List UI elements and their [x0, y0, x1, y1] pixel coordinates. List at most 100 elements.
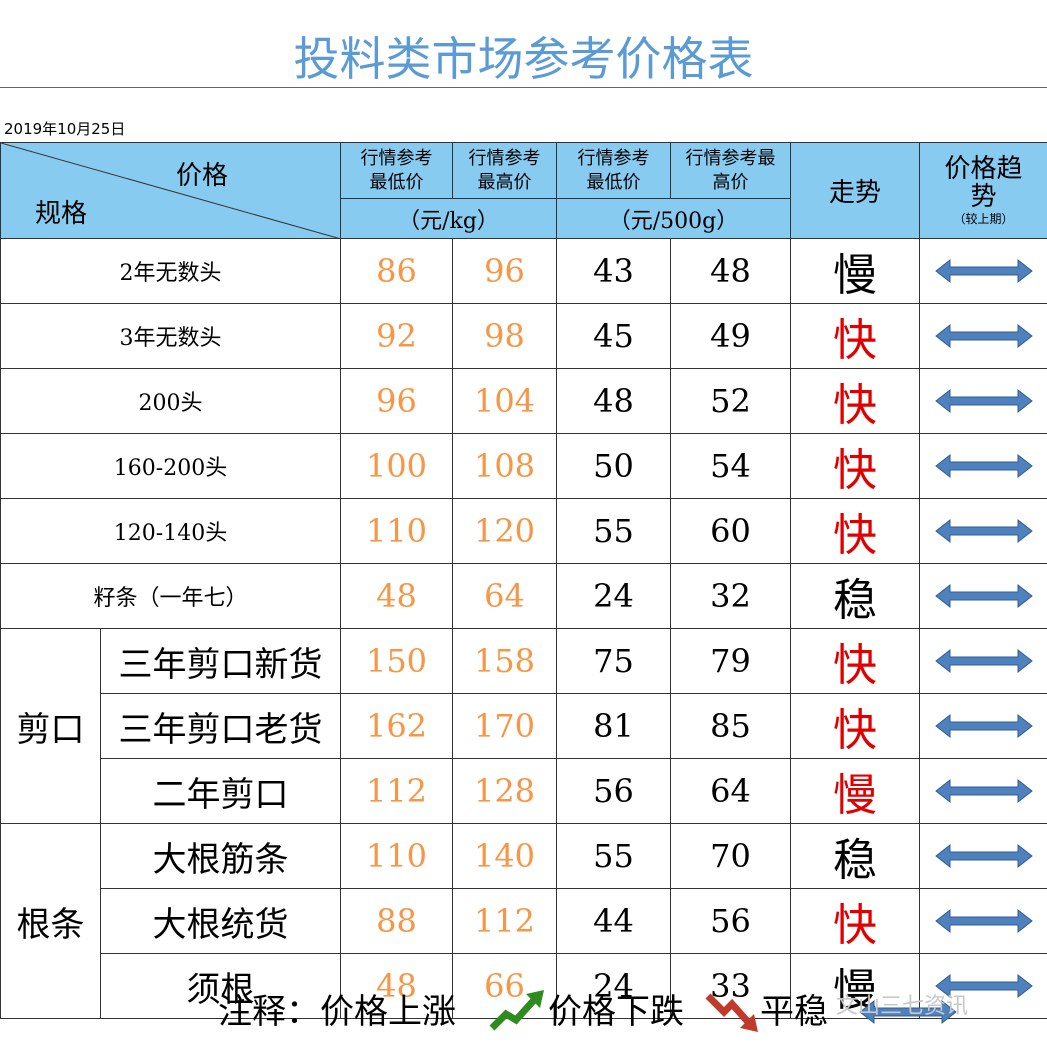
cell-low-kg: 88 — [340, 888, 453, 954]
cell-low-kg: 96 — [340, 368, 453, 434]
legend-flat-label: 平稳 — [760, 992, 828, 1032]
green-up-arrow-icon — [489, 990, 544, 1031]
cell-high-kg: 98 — [452, 303, 557, 369]
cell-high-kg: 128 — [452, 758, 557, 824]
cell-high-kg: 96 — [452, 238, 557, 304]
table-row: 120-140头 110 120 55 60 快 — [0, 498, 1047, 564]
page-title: 投料类市场参考价格表 — [293, 32, 754, 86]
double-arrow-icon — [934, 583, 1033, 609]
cell-trend: 快 — [790, 628, 920, 694]
cell-trend: 稳 — [790, 563, 920, 629]
table-row: 大根统货 88 112 44 56 快 — [1, 888, 1047, 954]
cell-low-500g: 81 — [556, 693, 671, 759]
cell-high-kg: 170 — [452, 693, 557, 759]
legend-down-label: 价格下跌 — [548, 992, 684, 1032]
cell-trend: 快 — [790, 303, 920, 369]
table-row: 2年无数头 86 96 43 48 慢 — [0, 238, 1047, 304]
cell-trend: 快 — [790, 693, 920, 759]
cell-low-kg: 112 — [340, 758, 453, 824]
cell-low-kg: 150 — [340, 628, 453, 694]
cell-price-trend — [919, 498, 1047, 564]
header-ref-high-500g: 行情参考最 高价 — [670, 142, 791, 199]
cell-low-500g: 50 — [556, 433, 671, 499]
cell-low-kg: 86 — [340, 238, 453, 304]
cell-price-trend — [919, 303, 1047, 369]
cell-high-500g: 52 — [670, 368, 791, 434]
cell-high-500g: 85 — [670, 693, 791, 759]
cell-spec: 120-140头 — [0, 498, 341, 564]
cell-high-kg: 158 — [452, 628, 557, 694]
cell-high-500g: 70 — [670, 823, 791, 889]
legend-up-label: 注释：价格上涨 — [218, 992, 456, 1032]
header-unit-kg: （元/kg） — [340, 198, 557, 239]
cell-low-500g: 55 — [556, 823, 671, 889]
cell-high-500g: 48 — [670, 238, 791, 304]
legend: 注释：价格上涨 价格下跌 平稳 — [0, 984, 1047, 1040]
cell-high-500g: 49 — [670, 303, 791, 369]
table-row: 3年无数头 92 98 45 49 快 — [0, 303, 1047, 369]
header-diagonal-line — [1, 143, 338, 238]
cell-high-kg: 112 — [452, 888, 557, 954]
cell-low-kg: 48 — [340, 563, 453, 629]
cell-high-kg: 120 — [452, 498, 557, 564]
cell-low-500g: 45 — [556, 303, 671, 369]
cell-low-500g: 44 — [556, 888, 671, 954]
header-corner-cell: 价格 规格 — [0, 142, 341, 239]
header-spec-label: 规格 — [35, 199, 88, 229]
table-row: 三年剪口老货 162 170 81 85 快 — [1, 693, 1047, 759]
cell-low-kg: 162 — [340, 693, 453, 759]
cell-high-500g: 79 — [670, 628, 791, 694]
cell-high-500g: 64 — [670, 758, 791, 824]
cell-low-kg: 110 — [340, 498, 453, 564]
table-row: 籽条（一年七） 48 64 24 32 稳 — [0, 563, 1047, 629]
cell-spec: 三年剪口老货 — [100, 693, 341, 759]
report-date: 2019年10月25日 — [4, 120, 126, 138]
blue-double-arrow-icon — [859, 999, 957, 1025]
header-trend: 走势 — [790, 142, 920, 239]
cell-high-kg: 108 — [452, 433, 557, 499]
header-compare-note: （较上期） — [953, 211, 1014, 226]
cell-price-trend — [919, 628, 1047, 694]
cell-low-kg: 48 — [340, 953, 453, 1019]
cell-price-trend — [919, 693, 1047, 759]
header-unit-500g: （元/500g） — [556, 198, 791, 239]
cell-spec: 大根统货 — [100, 888, 341, 954]
double-arrow-icon — [934, 843, 1033, 869]
header-price-trend: 价格趋势 （较上期） — [919, 142, 1047, 239]
double-arrow-icon — [934, 973, 1033, 999]
cell-trend: 稳 — [790, 823, 920, 889]
cell-spec: 200头 — [0, 368, 341, 434]
cell-trend: 慢 — [790, 238, 920, 304]
cell-spec: 籽条（一年七） — [0, 563, 341, 629]
table-row: 根条 大根筋条 110 140 55 70 稳 — [0, 823, 1047, 1019]
cell-low-kg: 110 — [340, 823, 453, 889]
cell-trend: 快 — [790, 368, 920, 434]
cell-price-trend — [919, 563, 1047, 629]
table-row: 剪口 三年剪口新货 150 158 75 79 快 — [0, 628, 1047, 824]
cell-high-kg: 140 — [452, 823, 557, 889]
cell-trend: 慢 — [790, 758, 920, 824]
double-arrow-icon — [934, 713, 1033, 739]
cell-low-500g: 24 — [556, 953, 671, 1019]
double-arrow-icon — [934, 388, 1033, 414]
cell-spec: 须根 — [100, 953, 341, 1019]
cell-high-500g: 60 — [670, 498, 791, 564]
header-price-label: 价格 — [176, 161, 229, 191]
cell-group-name: 根条 — [0, 823, 101, 1019]
cell-low-500g: 55 — [556, 498, 671, 564]
double-arrow-icon — [934, 518, 1033, 544]
cell-spec: 三年剪口新货 — [100, 628, 341, 694]
cell-high-500g: 54 — [670, 433, 791, 499]
double-arrow-icon — [934, 258, 1033, 284]
table-row: 160-200头 100 108 50 54 快 — [0, 433, 1047, 499]
cell-trend: 快 — [790, 888, 920, 954]
cell-high-kg: 104 — [452, 368, 557, 434]
header-ref-high-kg: 行情参考 最高价 — [452, 142, 557, 199]
cell-low-kg: 92 — [340, 303, 453, 369]
cell-price-trend — [919, 368, 1047, 434]
cell-price-trend — [919, 823, 1047, 889]
cell-spec: 2年无数头 — [0, 238, 341, 304]
cell-low-500g: 24 — [556, 563, 671, 629]
table-row: 200头 96 104 48 52 快 — [0, 368, 1047, 434]
title-divider — [0, 87, 1047, 88]
